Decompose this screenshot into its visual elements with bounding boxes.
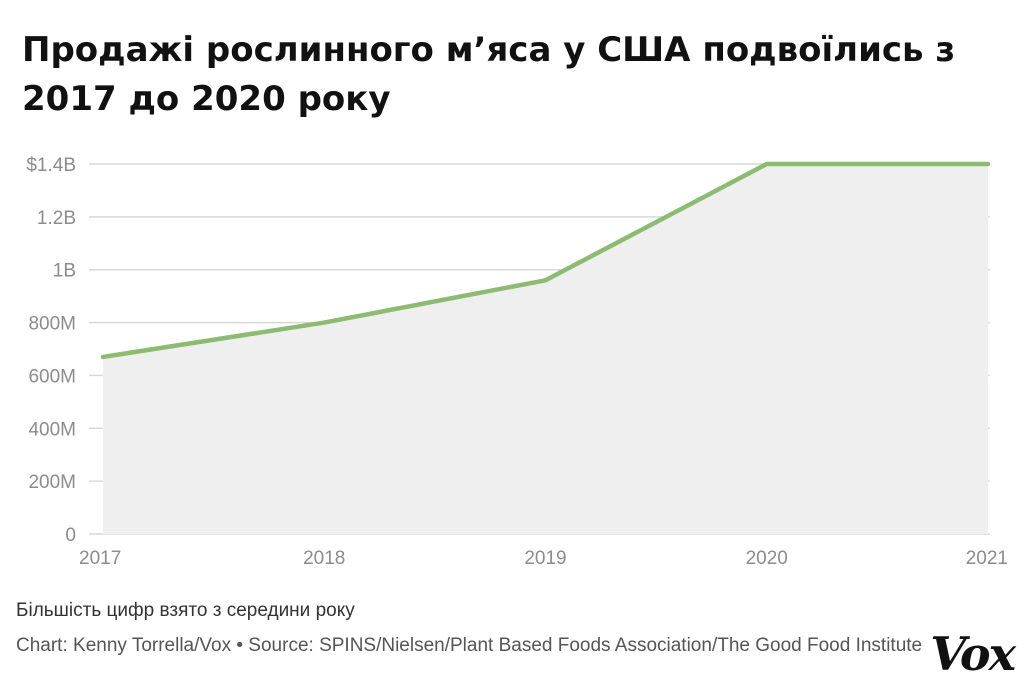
vox-logo: Vox [930,627,1016,681]
area-fill [103,164,988,534]
y-tick-label: 0 [65,525,76,546]
x-tick-label: 2017 [79,548,121,569]
series-line-path [100,161,991,360]
series-line [100,161,991,360]
y-tick-label: 1.2B [37,208,76,229]
y-tick-label: 800M [28,314,76,335]
chart-credit: Chart: Kenny Torrella/Vox • Source: SPIN… [16,635,923,656]
x-axis-ticks: 2017 2018 2019 2020 2021 [79,548,1008,569]
y-tick-label: 1B [53,261,76,282]
x-tick-label: 2018 [303,548,345,569]
y-tick-label: $1.4B [26,155,76,176]
chart-title: Продажі рослинного м’яса у США подвоїлис… [22,30,956,119]
y-axis-ticks: 0 200M 400M 600M 800M 1B 1.2B $1.4B [26,155,76,546]
y-tick-label: 600M [28,366,76,387]
area-fill-shape [103,164,988,534]
y-tick-label: 200M [28,472,76,493]
y-tick-label: 400M [28,419,76,440]
x-tick-label: 2021 [966,548,1008,569]
chart-note: Більшість цифр взято з середини року [16,600,355,621]
x-tick-label: 2020 [746,548,788,569]
x-tick-label: 2019 [524,548,566,569]
